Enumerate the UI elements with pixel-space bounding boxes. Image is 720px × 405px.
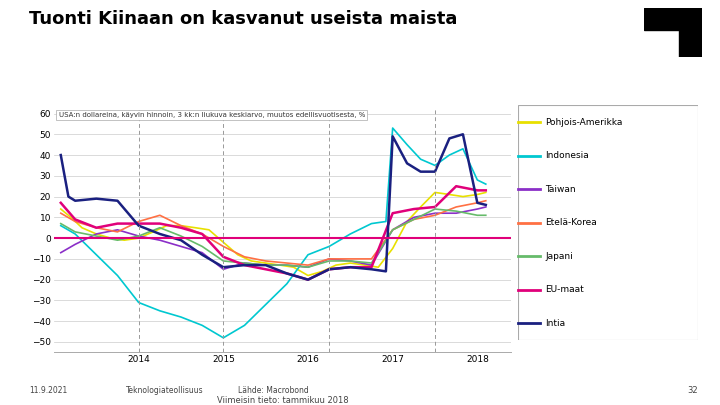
Bar [679, 28, 702, 57]
Text: Teknologiateollisuus: Teknologiateollisuus [126, 386, 204, 395]
Text: 32: 32 [688, 386, 698, 395]
Text: USA:n dollareina, käyvin hinnoin, 3 kk:n liukuva keskiarvo, muutos edellisvuotis: USA:n dollareina, käyvin hinnoin, 3 kk:n… [58, 112, 365, 118]
Text: Etelä-Korea: Etelä-Korea [546, 218, 597, 227]
Text: Taiwan: Taiwan [546, 185, 576, 194]
Text: Tuonti Kiinaan on kasvanut useista maista: Tuonti Kiinaan on kasvanut useista maist… [29, 10, 457, 28]
Text: Indonesia: Indonesia [546, 151, 589, 160]
Text: Lähde: Macrobond: Lähde: Macrobond [238, 386, 308, 395]
Text: Viimeisin tieto: tammikuu 2018: Viimeisin tieto: tammikuu 2018 [217, 396, 348, 405]
Bar [644, 8, 702, 30]
Text: Japani: Japani [546, 252, 573, 261]
Text: EU-maat: EU-maat [546, 286, 584, 294]
Text: Intia: Intia [546, 319, 565, 328]
Text: Pohjois-Amerikka: Pohjois-Amerikka [546, 117, 623, 127]
Text: 11.9.2021: 11.9.2021 [29, 386, 67, 395]
